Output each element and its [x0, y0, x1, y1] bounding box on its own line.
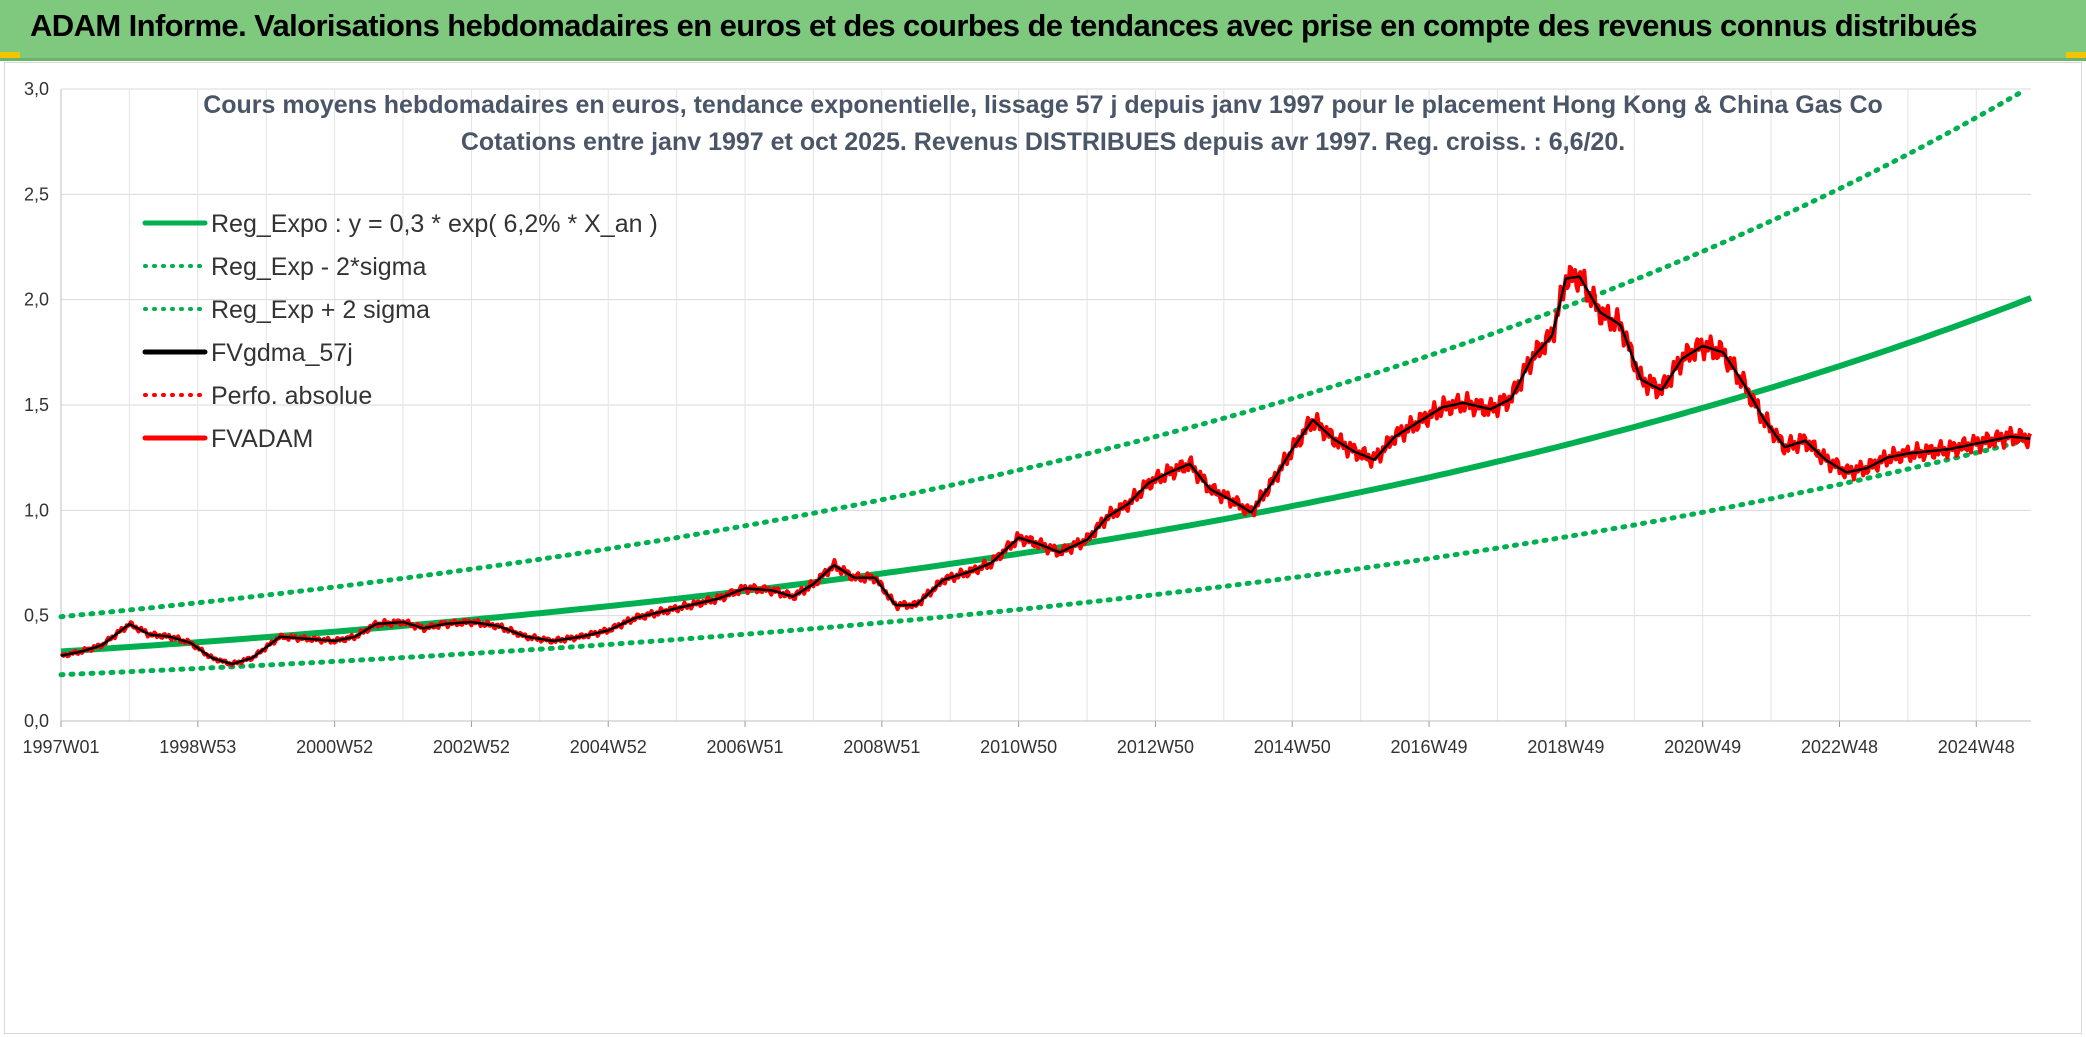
- series-reg-expo: [60, 295, 2033, 655]
- legend: Reg_Expo : y = 0,3 * exp( 6,2% * X_an ) R…: [142, 210, 658, 453]
- x-tick-label: 2024W48: [1938, 737, 2015, 757]
- x-tick-label: 2010W50: [980, 737, 1057, 757]
- report-title: ADAM Informe. Valorisations hebdomadaire…: [30, 8, 1977, 43]
- legend-label: FVADAM: [211, 425, 313, 453]
- y-tick-label: 3,0: [24, 79, 49, 99]
- y-tick-label: 0,0: [24, 711, 49, 731]
- axes: 0,0 0,5 1,0 1,5 2,0 2,5 3,0 1997W01 1998W53 2000W…: [22, 79, 2031, 757]
- chart-title: Cours moyens hebdomadaires en euros, ten…: [203, 91, 1883, 119]
- y-tick-label: 2,5: [24, 184, 49, 204]
- x-tick-label: 2014W50: [1254, 737, 1331, 757]
- x-tick-label: 2018W49: [1527, 737, 1604, 757]
- series-reg-low: [58, 436, 2034, 678]
- y-tick-label: 1,5: [24, 395, 49, 415]
- x-tick-label: 1997W01: [22, 737, 99, 757]
- legend-label: Reg_Exp - 2*sigma: [211, 253, 426, 281]
- x-tick-label: 2022W48: [1801, 737, 1878, 757]
- x-tick-label: 2000W52: [296, 737, 373, 757]
- header-accent-right: [2066, 52, 2086, 58]
- y-tick-label: 1,0: [24, 500, 49, 520]
- grid: [60, 88, 2031, 722]
- line-chart: 0,0 0,5 1,0 1,5 2,0 2,5 3,0 1997W01 1998W53 2000W…: [22, 79, 2034, 757]
- legend-label: Reg_Expo : y = 0,3 * exp( 6,2% * X_an ): [211, 210, 658, 238]
- x-tick-label: 2004W52: [570, 737, 647, 757]
- legend-label: Reg_Exp + 2 sigma: [211, 296, 430, 324]
- x-tick-label: 2020W49: [1664, 737, 1741, 757]
- series-fvadam: [59, 264, 2033, 668]
- series-layer: [58, 88, 2034, 678]
- report-header: ADAM Informe. Valorisations hebdomadaire…: [0, 0, 2086, 61]
- legend-label: Perfo. absolue: [211, 382, 372, 410]
- chart-subtitle: Cotations entre janv 1997 et oct 2025. R…: [461, 128, 1625, 156]
- x-tick-label: 2008W51: [843, 737, 920, 757]
- x-tick-label: 1998W53: [159, 737, 236, 757]
- x-tick-label: 2006W51: [706, 737, 783, 757]
- x-tick-label: 2012W50: [1117, 737, 1194, 757]
- y-tick-label: 2,0: [24, 290, 49, 310]
- series-fvgdma: [60, 275, 2031, 666]
- legend-label: FVgdma_57j: [211, 339, 353, 367]
- header-accent-left: [0, 52, 20, 58]
- y-tick-label: 0,5: [24, 606, 49, 626]
- chart-frame: 0,0 0,5 1,0 1,5 2,0 2,5 3,0 1997W01 1998W53 2000W…: [4, 62, 2082, 1034]
- series-reg-high: [58, 88, 2027, 620]
- x-tick-label: 2016W49: [1391, 737, 1468, 757]
- x-tick-label: 2002W52: [433, 737, 510, 757]
